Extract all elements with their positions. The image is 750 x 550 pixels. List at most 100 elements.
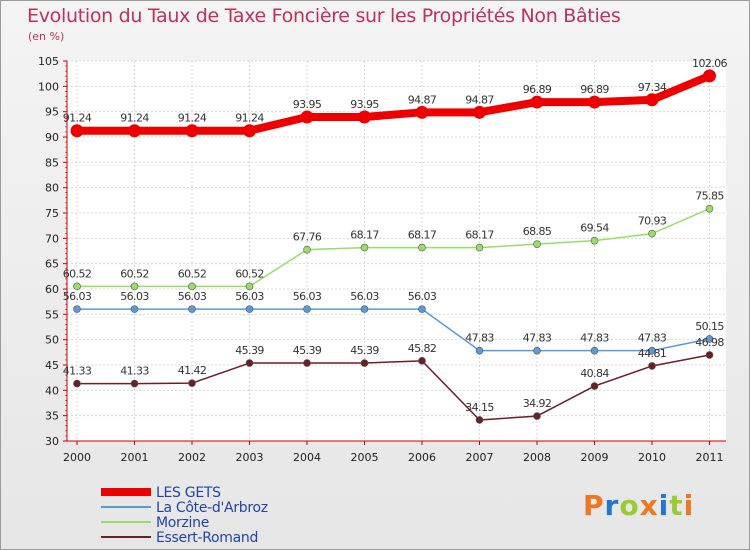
logo-letter: o bbox=[619, 489, 640, 522]
data-point bbox=[590, 346, 599, 355]
data-label: 45.39 bbox=[350, 344, 379, 357]
y-tick-label: 55 bbox=[45, 308, 59, 321]
data-point bbox=[245, 359, 254, 367]
data-point bbox=[475, 416, 484, 424]
data-label: 45.39 bbox=[235, 344, 264, 357]
x-tick-label: 2009 bbox=[581, 451, 609, 464]
y-tick-label: 60 bbox=[45, 283, 59, 296]
data-point bbox=[360, 359, 369, 367]
data-label: 56.03 bbox=[178, 290, 207, 303]
y-tick-label: 40 bbox=[45, 384, 59, 397]
data-label: 96.89 bbox=[580, 83, 609, 96]
x-tick-label: 2004 bbox=[293, 451, 321, 464]
data-point bbox=[303, 305, 311, 313]
data-label: 60.52 bbox=[120, 267, 149, 280]
legend-label: Essert-Romand bbox=[156, 530, 258, 546]
data-point bbox=[473, 105, 486, 119]
data-label: 47.83 bbox=[638, 332, 667, 345]
y-tick-label: 90 bbox=[45, 131, 59, 144]
logo-letter: r bbox=[604, 489, 620, 522]
data-label: 47.83 bbox=[580, 332, 609, 345]
data-label: 60.52 bbox=[178, 267, 207, 280]
data-label: 60.52 bbox=[63, 267, 92, 280]
x-tick-label: 2008 bbox=[523, 451, 551, 464]
data-label: 91.24 bbox=[235, 112, 264, 125]
data-point bbox=[188, 305, 196, 313]
data-point bbox=[590, 236, 599, 245]
data-label: 41.33 bbox=[63, 365, 92, 378]
logo-letter: x bbox=[639, 489, 659, 522]
proxiti-logo: Proxiti bbox=[583, 489, 694, 522]
data-label: 34.15 bbox=[465, 401, 494, 414]
y-tick-label: 80 bbox=[45, 182, 59, 195]
y-tick-label: 100 bbox=[38, 80, 59, 93]
x-tick-label: 2010 bbox=[638, 451, 666, 464]
data-point bbox=[418, 243, 426, 252]
chart-title: Evolution du Taux de Taxe Foncière sur l… bbox=[27, 5, 621, 27]
x-tick-label: 2006 bbox=[408, 451, 436, 464]
data-point bbox=[300, 110, 314, 124]
data-label: 56.03 bbox=[120, 290, 149, 303]
data-label: 50.15 bbox=[695, 320, 724, 333]
data-point bbox=[648, 362, 656, 370]
logo-letter: P bbox=[583, 489, 605, 522]
data-point bbox=[245, 305, 254, 313]
data-label: 34.92 bbox=[523, 397, 552, 410]
data-label: 56.03 bbox=[235, 290, 264, 303]
data-label: 94.87 bbox=[465, 93, 494, 106]
data-label: 47.83 bbox=[523, 332, 552, 345]
x-tick-label: 2007 bbox=[466, 451, 494, 464]
data-point bbox=[475, 346, 484, 355]
x-tick-label: 2003 bbox=[236, 451, 264, 464]
data-label: 91.24 bbox=[63, 112, 92, 125]
data-point bbox=[128, 124, 141, 138]
data-point bbox=[588, 95, 601, 109]
y-tick-label: 65 bbox=[45, 258, 59, 271]
data-point bbox=[360, 305, 369, 313]
y-tick-label: 30 bbox=[45, 435, 59, 448]
data-point bbox=[73, 305, 81, 313]
logo-letter: t bbox=[669, 489, 684, 522]
y-tick-label: 95 bbox=[45, 106, 59, 119]
x-tick-label: 2002 bbox=[178, 451, 206, 464]
data-point bbox=[418, 305, 426, 313]
data-point bbox=[303, 245, 311, 254]
data-point bbox=[188, 379, 196, 387]
data-point bbox=[415, 105, 429, 119]
y-tick-label: 70 bbox=[45, 232, 59, 245]
data-point bbox=[73, 282, 81, 291]
x-tick-label: 2001 bbox=[121, 451, 149, 464]
data-label: 69.54 bbox=[580, 222, 609, 235]
data-point bbox=[245, 282, 254, 291]
logo-letter: i bbox=[658, 489, 670, 522]
legend-label: Morzine bbox=[156, 515, 209, 531]
logo-letter: i bbox=[683, 489, 695, 522]
data-label: 67.76 bbox=[293, 231, 322, 244]
data-point bbox=[188, 282, 196, 291]
data-label: 75.85 bbox=[695, 190, 724, 203]
data-point bbox=[703, 69, 716, 83]
data-point bbox=[418, 357, 426, 365]
data-point bbox=[648, 229, 656, 238]
data-label: 68.17 bbox=[465, 229, 494, 242]
data-point bbox=[73, 379, 81, 388]
data-label: 56.03 bbox=[350, 290, 379, 303]
x-tick-label: 2005 bbox=[351, 451, 379, 464]
data-label: 93.95 bbox=[293, 98, 322, 111]
legend-label: LES GETS bbox=[156, 485, 221, 501]
data-label: 56.03 bbox=[63, 290, 92, 303]
data-label: 45.39 bbox=[293, 344, 322, 357]
y-tick-label: 35 bbox=[45, 410, 59, 423]
series-line bbox=[77, 354, 710, 421]
data-point bbox=[475, 243, 484, 252]
data-point bbox=[590, 382, 599, 390]
data-point bbox=[130, 282, 139, 291]
data-label: 41.33 bbox=[120, 365, 149, 378]
data-label: 96.89 bbox=[523, 83, 552, 96]
data-label: 68.17 bbox=[408, 229, 437, 242]
data-label: 56.03 bbox=[293, 290, 322, 303]
data-point bbox=[533, 240, 541, 248]
data-label: 68.17 bbox=[350, 229, 379, 242]
chart-subtitle: (en %) bbox=[28, 30, 65, 43]
